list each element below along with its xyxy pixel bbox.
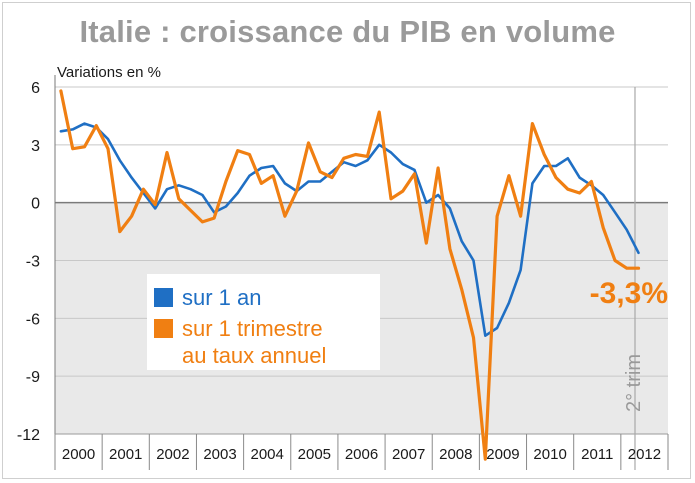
legend-label-au-taux-annuel: au taux annuel bbox=[182, 343, 326, 368]
legend-swatch-sur-1-trimestre bbox=[154, 319, 173, 338]
x-tick-label-2011: 2011 bbox=[581, 446, 613, 463]
x-tick-label-2007: 2007 bbox=[392, 446, 425, 463]
series-line-sur-1-trimestre bbox=[59, 89, 641, 461]
x-tick-label-2003: 2003 bbox=[203, 446, 236, 463]
legend-swatch-sur-1-an bbox=[154, 288, 173, 307]
y-tick-label: -12 bbox=[17, 427, 40, 444]
legend-box bbox=[147, 274, 380, 370]
x-axis-year-ticks: 2000 2001 2002 2003 2004 2005 2006 2007 2008 2009… bbox=[54, 434, 669, 470]
y-tick-label: -9 bbox=[26, 369, 40, 386]
axis-labels: 6 3 0 -3 -6 -9 -12 Variations en % sur 1 an sur 1… bbox=[17, 64, 668, 444]
y-axis-label: Variations en % bbox=[57, 64, 161, 81]
x-tick-label-2012: 2012 bbox=[628, 446, 661, 463]
series-line-sur-1-an bbox=[59, 122, 640, 338]
x-tick-label-2004: 2004 bbox=[251, 446, 284, 463]
y-tick-label: -3 bbox=[26, 254, 40, 271]
x-tick-label-2010: 2010 bbox=[533, 446, 566, 463]
x-tick-label-2008: 2008 bbox=[439, 446, 472, 463]
quarter-marker-label: 2° trim bbox=[623, 354, 645, 412]
x-tick-label-2001: 2001 bbox=[109, 446, 142, 463]
legend-label-sur-1-trimestre: sur 1 trimestre bbox=[182, 316, 323, 341]
last-value-label: -3,3% bbox=[590, 277, 668, 310]
x-tick-label-2009: 2009 bbox=[486, 446, 519, 463]
legend-label-sur-1-an: sur 1 an bbox=[182, 285, 262, 310]
y-tick-label: 6 bbox=[31, 80, 40, 97]
chart-title: Italie : croissance du PIB en volume bbox=[79, 14, 616, 49]
series-lines bbox=[59, 89, 641, 461]
y-tick-label: 0 bbox=[31, 196, 40, 213]
x-tick-label-2000: 2000 bbox=[62, 446, 95, 463]
x-tick-label-2006: 2006 bbox=[345, 446, 378, 463]
y-tick-label: -6 bbox=[26, 311, 40, 328]
y-tick-label: 3 bbox=[31, 138, 40, 155]
x-tick-label-2002: 2002 bbox=[156, 446, 189, 463]
chart-frame bbox=[2, 2, 691, 479]
x-tick-label-2005: 2005 bbox=[298, 446, 331, 463]
